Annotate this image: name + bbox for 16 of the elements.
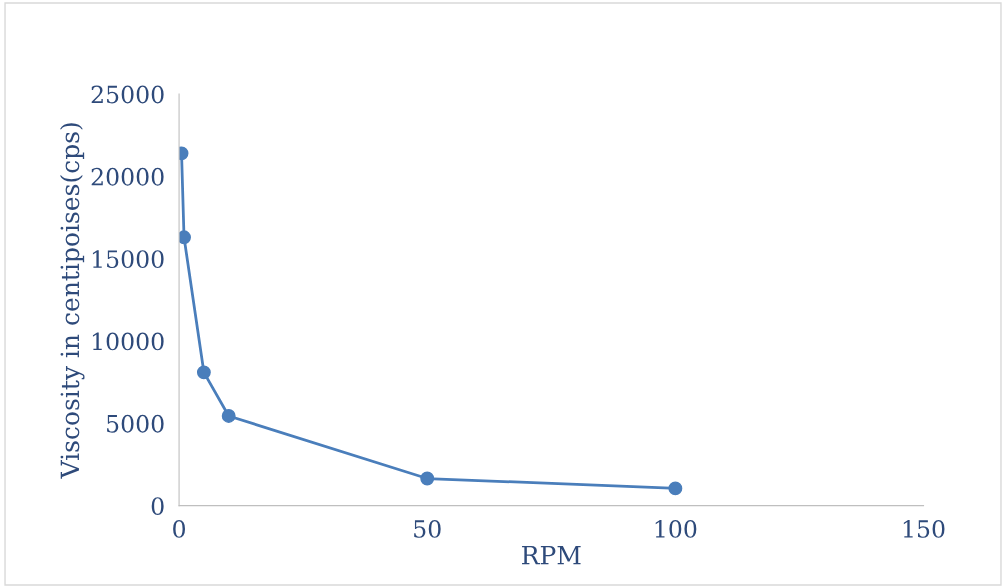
y-tick-label: 10000	[92, 332, 164, 351]
y-tick-label: 25000	[91, 85, 164, 104]
x-tick-label: 100	[655, 519, 697, 538]
y-tick-label: 0	[151, 497, 164, 515]
x-tick-label: 50	[414, 519, 441, 538]
y-axis-title: Viscosity in centipoises(cps)	[59, 123, 85, 479]
point	[420, 471, 435, 486]
y-tick-label: 20000	[91, 167, 164, 186]
x-tick-label: 150	[903, 519, 945, 538]
point	[668, 481, 683, 496]
point	[221, 409, 236, 423]
y-tick-label: 5000	[107, 414, 164, 433]
point	[196, 365, 211, 380]
x-axis-title: RPM	[522, 545, 581, 565]
x-tick-label: 0	[173, 519, 186, 538]
y-tick-label: 15000	[92, 250, 164, 269]
